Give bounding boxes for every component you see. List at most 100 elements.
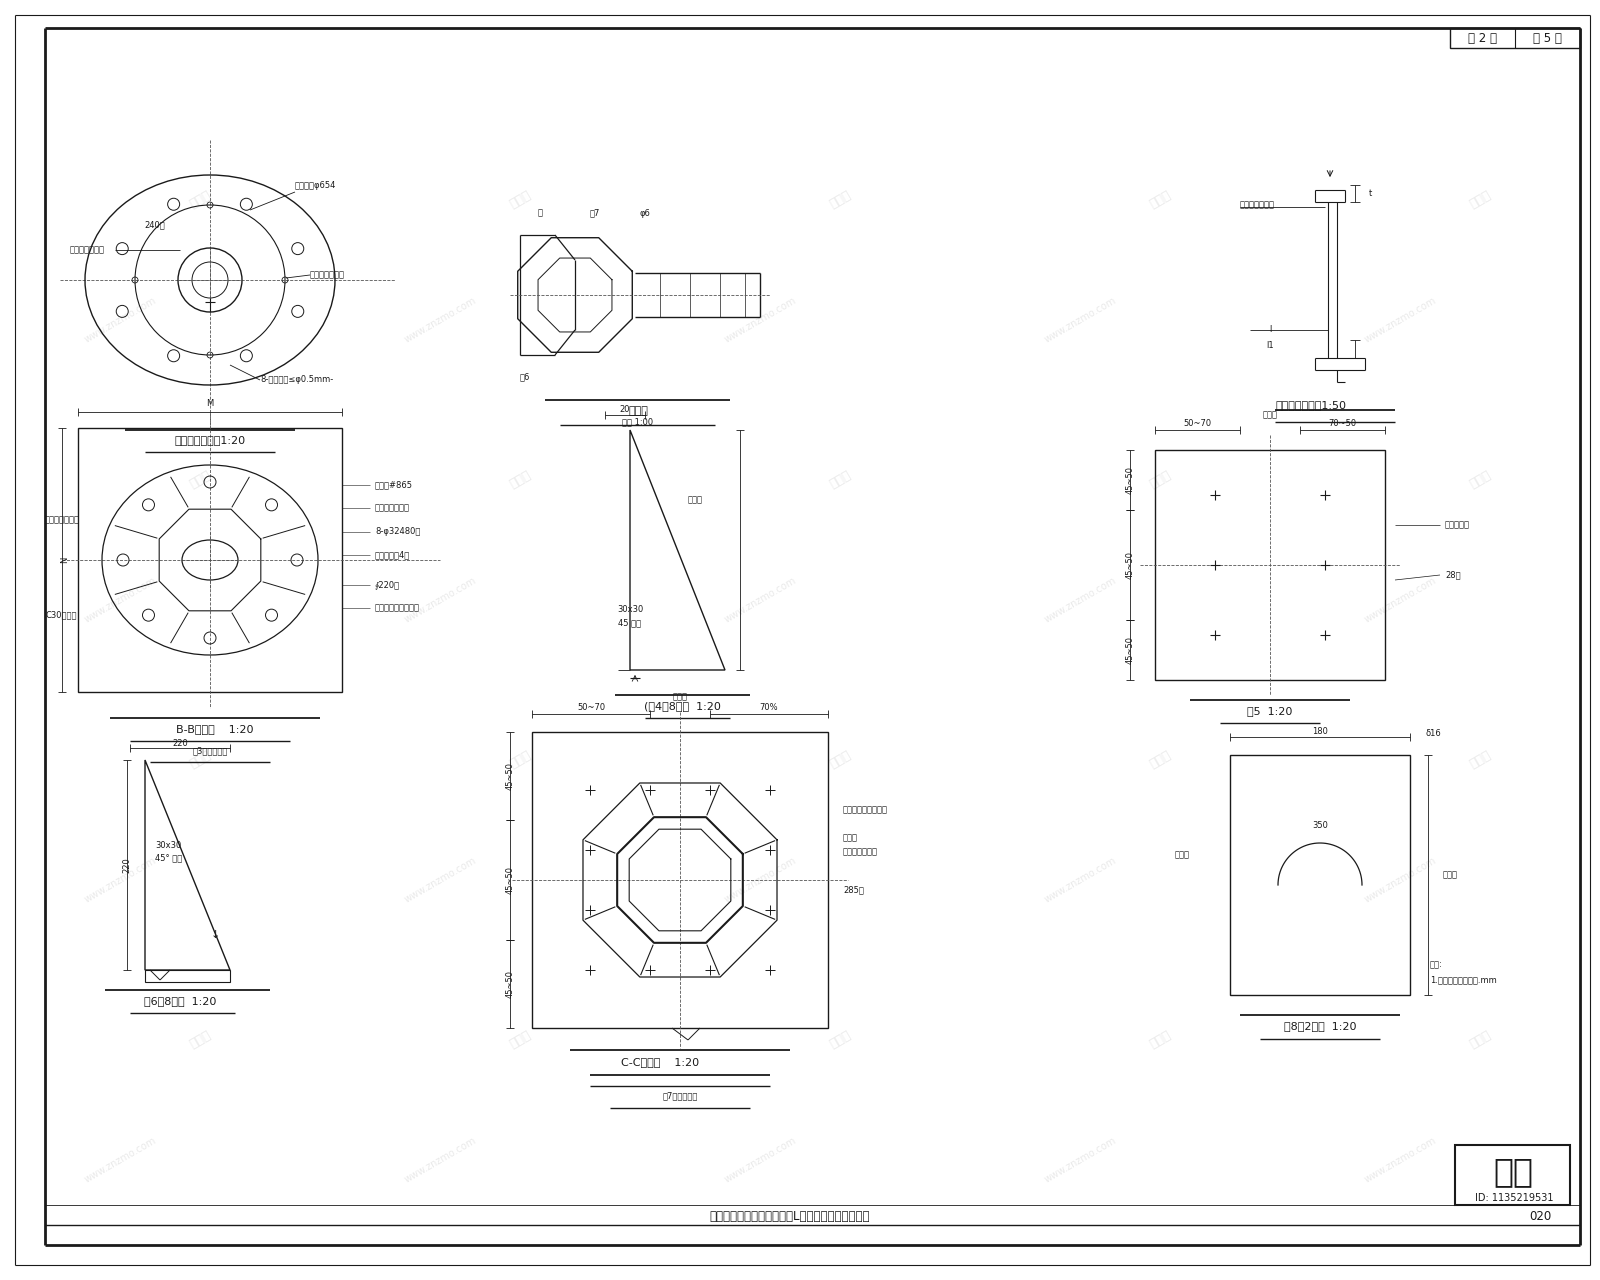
Text: 板厚（见另表）: 板厚（见另表） — [843, 847, 878, 856]
Text: l1: l1 — [1266, 340, 1274, 349]
Text: 知末网: 知末网 — [1467, 188, 1493, 211]
Text: 件7（见另表）: 件7（见另表） — [662, 1092, 698, 1101]
Text: 180: 180 — [1312, 727, 1328, 736]
Text: M: M — [206, 399, 214, 408]
Text: 知末网: 知末网 — [1147, 749, 1173, 772]
Text: www.znzmo.com: www.znzmo.com — [402, 855, 478, 905]
Bar — [1454, 1146, 1570, 1204]
Text: 知末网: 知末网 — [1147, 1029, 1173, 1051]
Text: 知末网: 知末网 — [1467, 468, 1493, 492]
Text: 地基螺栓大样图1:50: 地基螺栓大样图1:50 — [1275, 399, 1346, 410]
Text: www.znzmo.com: www.znzmo.com — [722, 296, 798, 344]
Text: φ6: φ6 — [640, 209, 651, 218]
Text: ID: 1135219531: ID: 1135219531 — [1475, 1193, 1554, 1203]
Text: 30x30: 30x30 — [155, 841, 181, 850]
Text: l: l — [1269, 325, 1270, 334]
Text: 栏7: 栏7 — [590, 209, 600, 218]
Text: 45~50: 45~50 — [506, 762, 515, 790]
Text: 说明:: 说明: — [1430, 960, 1443, 969]
Text: 板厚见另表: 板厚见另表 — [1445, 521, 1470, 530]
Text: 285孔: 285孔 — [843, 886, 864, 895]
Text: 45~50: 45~50 — [1125, 636, 1134, 664]
Text: www.znzmo.com: www.znzmo.com — [402, 1135, 478, 1185]
Text: 知末网: 知末网 — [507, 188, 533, 211]
Text: 50~70: 50~70 — [578, 704, 605, 713]
Text: www.znzmo.com: www.znzmo.com — [1362, 575, 1438, 625]
Bar — [146, 970, 230, 982]
Text: 知末网: 知末网 — [507, 1029, 533, 1051]
Text: 知末网: 知末网 — [187, 188, 213, 211]
Text: www.znzmo.com: www.znzmo.com — [1042, 296, 1118, 344]
Text: C30砼垫层: C30砼垫层 — [45, 611, 77, 620]
Text: 见另书: 见另书 — [1174, 850, 1190, 859]
Text: 45~50: 45~50 — [506, 970, 515, 998]
Text: www.znzmo.com: www.znzmo.com — [1362, 296, 1438, 344]
Text: 45~50: 45~50 — [1125, 550, 1134, 579]
Text: 直径（见另表）: 直径（见另表） — [374, 503, 410, 512]
Text: 大有图: 大有图 — [629, 406, 648, 416]
Text: C-C剖面型    1:20: C-C剖面型 1:20 — [621, 1057, 699, 1068]
Text: 220: 220 — [123, 858, 131, 873]
Text: 知末网: 知末网 — [507, 749, 533, 772]
Text: www.znzmo.com: www.znzmo.com — [402, 575, 478, 625]
Text: www.znzmo.com: www.znzmo.com — [722, 575, 798, 625]
Text: 20: 20 — [619, 404, 630, 413]
Text: 栏6: 栏6 — [520, 372, 530, 381]
Text: www.znzmo.com: www.znzmo.com — [722, 855, 798, 905]
Text: 件6（8件）  1:20: 件6（8件） 1:20 — [144, 996, 216, 1006]
Text: 8-φ32480孔: 8-φ32480孔 — [374, 527, 421, 536]
Text: 见另表: 见另表 — [1262, 411, 1277, 420]
Text: 栏: 栏 — [538, 209, 542, 218]
Text: 知末网: 知末网 — [827, 188, 853, 211]
Text: 知末网: 知末网 — [1467, 749, 1493, 772]
Text: 70~50: 70~50 — [1328, 419, 1357, 428]
Text: 知末: 知末 — [1493, 1156, 1533, 1189]
Text: δ16: δ16 — [1426, 728, 1440, 737]
Text: www.znzmo.com: www.znzmo.com — [1042, 575, 1118, 625]
Text: 知末网: 知末网 — [507, 468, 533, 492]
Text: 45 钢管: 45 钢管 — [619, 618, 642, 627]
Text: 28孔: 28孔 — [1445, 571, 1461, 580]
Text: 1.未标注尺寸以分别.mm: 1.未标注尺寸以分别.mm — [1430, 975, 1496, 984]
Text: 知末网: 知末网 — [827, 1029, 853, 1051]
Bar — [1450, 28, 1581, 47]
Text: 大有 1:00: 大有 1:00 — [622, 417, 653, 426]
Bar — [78, 428, 342, 692]
Text: 北京版: 北京版 — [688, 495, 702, 504]
Text: 直径（见另表）: 直径（见另表） — [310, 270, 346, 279]
Bar — [1230, 755, 1410, 995]
Text: 参考双气钢管弯头径: 参考双气钢管弯头径 — [374, 603, 419, 613]
Text: 共 5 页: 共 5 页 — [1533, 32, 1562, 45]
Text: 240孔: 240孔 — [144, 220, 165, 229]
Text: 知末网: 知末网 — [187, 749, 213, 772]
Text: 020: 020 — [1530, 1211, 1550, 1224]
Text: www.znzmo.com: www.znzmo.com — [1042, 1135, 1118, 1185]
Bar — [531, 732, 829, 1028]
Text: 第 2 页: 第 2 页 — [1467, 32, 1496, 45]
Text: 知末网: 知末网 — [187, 468, 213, 492]
Text: 板厚（见另表）: 板厚（见另表） — [70, 246, 106, 255]
Text: ↓: ↓ — [210, 931, 219, 940]
Text: 45° 钢管: 45° 钢管 — [155, 854, 182, 863]
Text: 件3（见另表）: 件3（见另表） — [192, 746, 227, 755]
Text: N: N — [61, 557, 69, 563]
Text: www.znzmo.com: www.znzmo.com — [1362, 1135, 1438, 1185]
Text: www.znzmo.com: www.znzmo.com — [82, 1135, 158, 1185]
Text: 知末网: 知末网 — [827, 468, 853, 492]
Text: 30x30: 30x30 — [618, 605, 643, 614]
Text: 直径（见另表）: 直径（见另表） — [1240, 201, 1275, 210]
Text: 45~50: 45~50 — [506, 867, 515, 893]
Text: 件8（2件）  1:20: 件8（2件） 1:20 — [1283, 1021, 1357, 1030]
Text: 70%: 70% — [760, 704, 778, 713]
Text: www.znzmo.com: www.znzmo.com — [82, 575, 158, 625]
Text: 50~70: 50~70 — [1184, 419, 1211, 428]
Text: 法兰外径φ654: 法兰外径φ654 — [294, 180, 336, 189]
Text: (件4（8件）  1:20: (件4（8件） 1:20 — [643, 701, 720, 710]
Text: 件5  1:20: 件5 1:20 — [1248, 707, 1293, 716]
Text: t: t — [1368, 188, 1371, 197]
Text: 知末网: 知末网 — [187, 1029, 213, 1051]
Text: 基板法兰平面图1:20: 基板法兰平面图1:20 — [174, 435, 245, 445]
Text: 知末网: 知末网 — [1147, 468, 1173, 492]
Text: B-B剖面型    1:20: B-B剖面型 1:20 — [176, 724, 254, 733]
Text: 知末网: 知末网 — [1147, 188, 1173, 211]
